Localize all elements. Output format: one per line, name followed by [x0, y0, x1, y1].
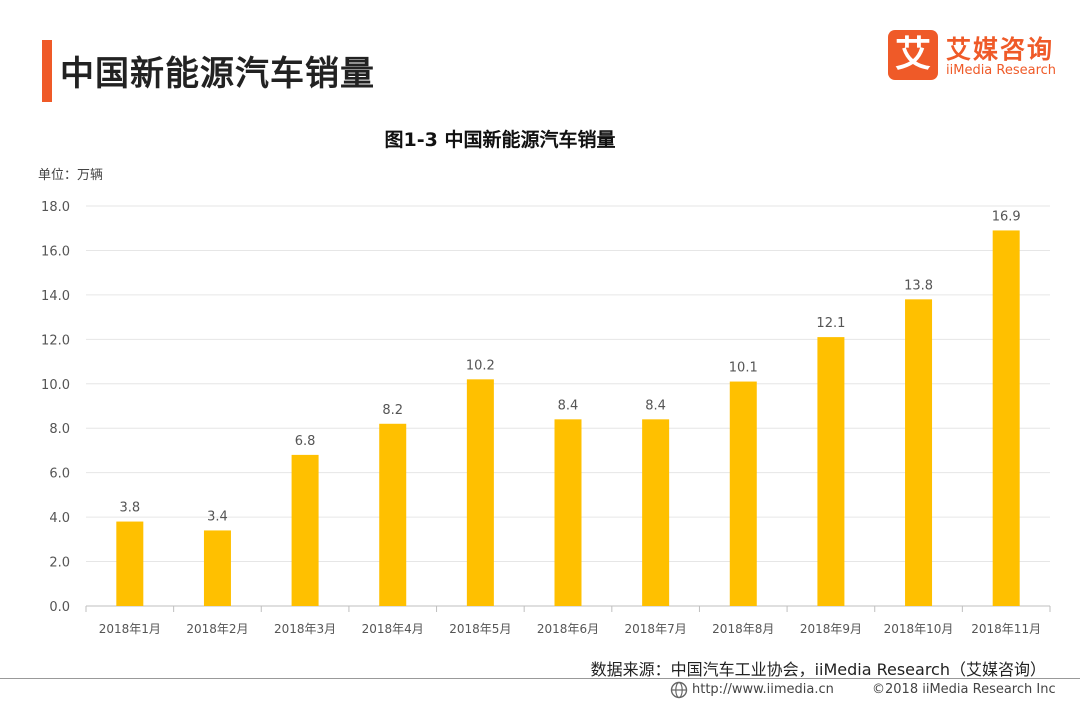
y-tick-label: 10.0 [41, 378, 70, 393]
data-label: 12.1 [816, 316, 845, 331]
globe-icon [670, 681, 688, 699]
y-tick-label: 8.0 [49, 422, 70, 437]
bar [729, 381, 757, 606]
bar [817, 337, 845, 606]
data-label: 3.4 [207, 509, 228, 524]
data-label: 10.2 [466, 358, 495, 373]
page-header: 中国新能源汽车销量 艾 艾媒咨询 iiMedia Research [0, 0, 1080, 110]
x-tick-label: 2018年2月 [186, 622, 248, 636]
data-label: 6.8 [295, 434, 316, 449]
data-label: 8.2 [382, 403, 403, 418]
x-tick-label: 2018年5月 [449, 622, 511, 636]
x-tick-label: 2018年9月 [800, 622, 862, 636]
y-tick-label: 0.0 [49, 600, 70, 615]
x-tick-label: 2018年10月 [884, 622, 954, 636]
unit-label: 单位：万辆 [38, 168, 104, 183]
y-tick-label: 18.0 [41, 200, 70, 215]
y-tick-label: 14.0 [41, 289, 70, 304]
data-label: 3.8 [119, 501, 140, 516]
bar [203, 530, 231, 606]
header-accent-bar [42, 40, 52, 102]
bar [291, 454, 319, 606]
bar [642, 419, 670, 606]
x-tick-label: 2018年7月 [625, 622, 687, 636]
x-tick-label: 2018年1月 [99, 622, 161, 636]
footer: http://www.iimedia.cn ©2018 iiMedia Rese… [0, 680, 1080, 702]
data-label: 8.4 [558, 398, 579, 413]
data-label: 10.1 [729, 361, 758, 376]
footer-copyright: ©2018 iiMedia Research Inc [872, 682, 1056, 697]
y-tick-label: 16.0 [41, 244, 70, 259]
bar [992, 230, 1020, 606]
x-tick-label: 2018年3月 [274, 622, 336, 636]
logo-mark-icon: 艾 [888, 30, 938, 80]
x-tick-label: 2018年8月 [712, 622, 774, 636]
logo-name-cn: 艾媒咨询 [946, 35, 1055, 64]
x-tick-label: 2018年11月 [971, 622, 1041, 636]
data-label: 16.9 [992, 209, 1021, 224]
y-tick-label: 6.0 [49, 467, 70, 482]
brand-logo: 艾 艾媒咨询 iiMedia Research [888, 30, 1068, 82]
y-tick-label: 4.0 [49, 511, 70, 526]
footer-divider [0, 678, 1080, 679]
bar [116, 521, 144, 606]
x-tick-label: 2018年4月 [362, 622, 424, 636]
source-note: 数据来源：中国汽车工业协会，iiMedia Research（艾媒咨询） [590, 660, 1046, 679]
page-title: 中国新能源汽车销量 [60, 54, 375, 94]
data-label: 8.4 [645, 398, 666, 413]
data-label: 13.8 [904, 278, 933, 293]
y-tick-label: 12.0 [41, 333, 70, 348]
logo-name-en: iiMedia Research [946, 63, 1057, 78]
bar [905, 299, 933, 606]
footer-url-link[interactable]: http://www.iimedia.cn [692, 682, 834, 697]
x-tick-label: 2018年6月 [537, 622, 599, 636]
bar [379, 423, 407, 606]
chart-title: 图1-3 中国新能源汽车销量 [384, 129, 616, 151]
bar [554, 419, 582, 606]
y-tick-label: 2.0 [49, 556, 70, 571]
bar-chart: 0.0 2.0 4.0 6.0 8.0 10.0 12.0 14.0 16.0 18.0 3.8 20… [41, 200, 1051, 636]
bar [466, 379, 494, 606]
